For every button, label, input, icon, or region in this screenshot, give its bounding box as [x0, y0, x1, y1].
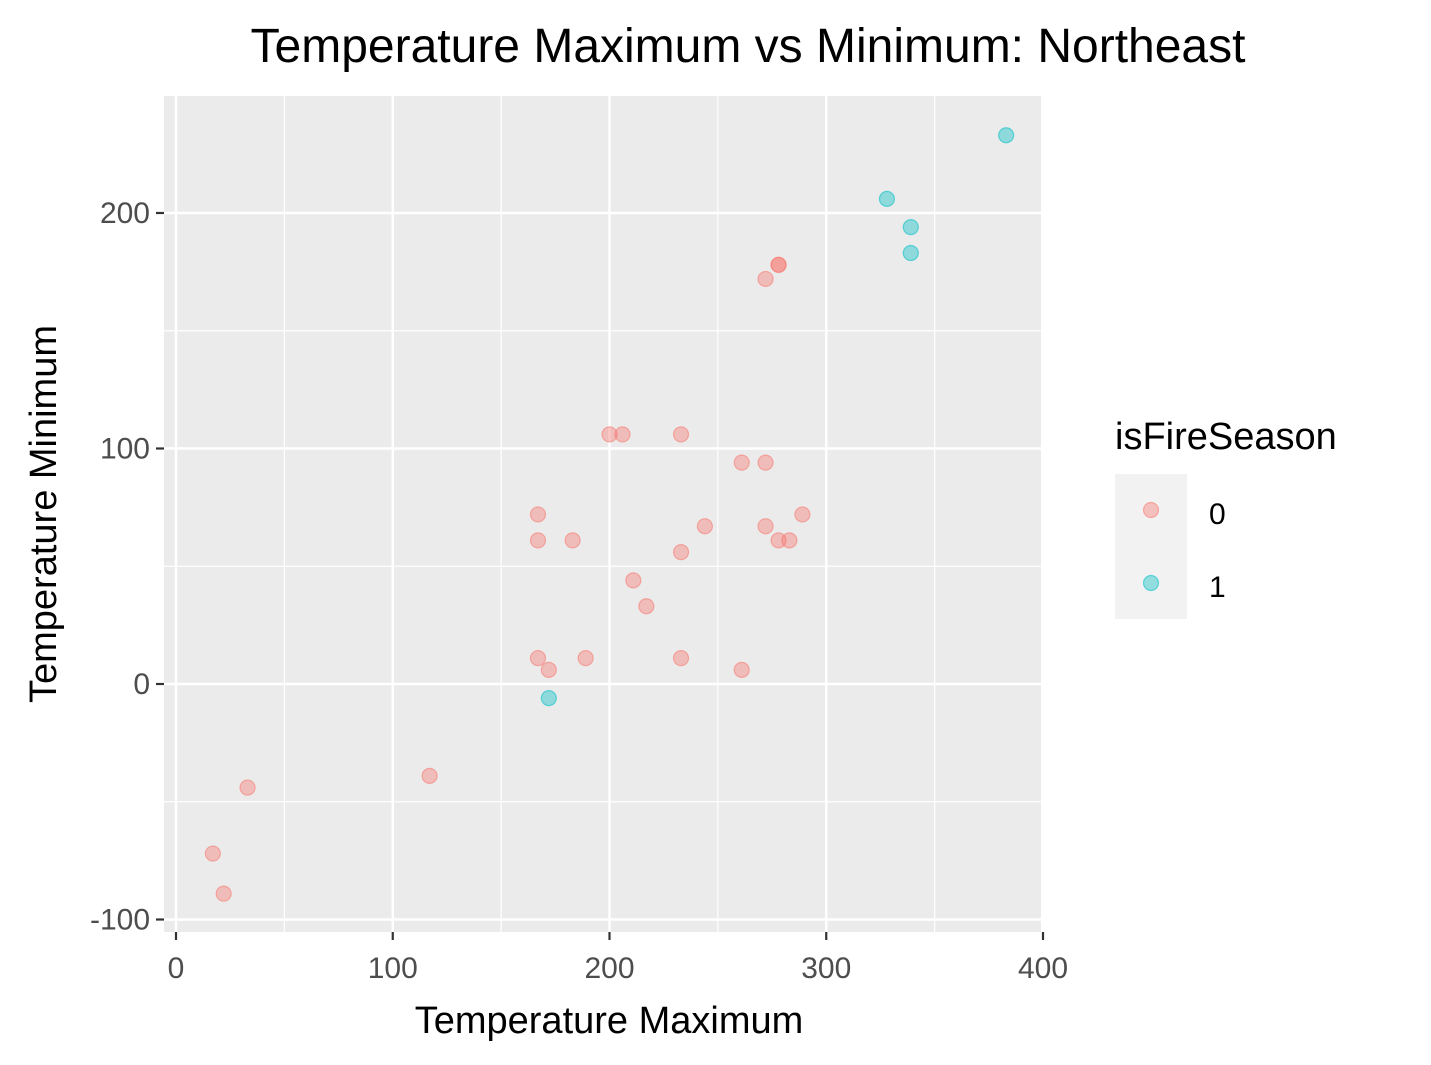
data-point-series-0: [757, 270, 774, 288]
data-point-series-0: [215, 885, 232, 902]
legend-label-1: 1: [1209, 571, 1226, 604]
y-tick-label: 200: [100, 197, 150, 230]
x-tick-label: 200: [584, 952, 634, 985]
data-point-series-0: [781, 532, 798, 549]
x-axis-title: Temperature Maximum: [415, 1000, 804, 1042]
y-tick-label: 0: [133, 668, 150, 701]
data-point-series-1: [998, 127, 1015, 144]
y-tick-label: 100: [100, 433, 150, 466]
major-gridlines: [164, 96, 1045, 932]
data-point-series-1: [902, 244, 919, 262]
legend-key-1: [1142, 574, 1160, 592]
data-point-series-0: [239, 779, 256, 796]
data-point-series-0: [577, 649, 594, 667]
data-point-series-0: [672, 426, 690, 443]
data-point-series-0: [757, 454, 774, 471]
data-point-series-0: [757, 518, 774, 535]
legend: isFireSeason 0 1: [1115, 416, 1337, 619]
legend-key-0: [1142, 501, 1160, 519]
data-point-series-0: [564, 532, 581, 549]
data-point-series-0: [672, 544, 690, 561]
legend-title: isFireSeason: [1115, 416, 1337, 458]
legend-label-0: 0: [1209, 498, 1226, 531]
data-point-series-0: [204, 845, 221, 862]
legend-key-background: [1115, 474, 1187, 619]
data-point-series-1: [540, 690, 557, 707]
y-axis-title: Temperature Minimum: [23, 325, 65, 703]
data-point-series-0: [540, 661, 557, 678]
x-tick-label: 300: [801, 952, 851, 985]
x-tick-label: 100: [368, 952, 418, 985]
data-point-series-0: [421, 767, 438, 784]
y-tick-label: -100: [90, 904, 150, 937]
data-point-series-0: [733, 661, 750, 678]
data-point-series-0: [794, 506, 811, 523]
x-tick-label: 400: [1018, 952, 1068, 985]
x-tick-label: 0: [168, 952, 185, 985]
plot-panel: [164, 96, 1041, 932]
data-point-series-0: [625, 572, 642, 589]
data-point-series-0: [696, 518, 713, 535]
y-axis: -100 0 100 200: [90, 197, 164, 937]
data-point-series-0: [770, 256, 787, 273]
data-point-series-1: [902, 219, 919, 236]
data-point-series-0: [529, 532, 547, 549]
data-point-series-0: [601, 426, 618, 443]
data-point-series-0: [529, 506, 547, 523]
data-points: [204, 127, 1015, 902]
data-point-series-0: [733, 454, 750, 471]
data-point-series-0: [529, 649, 547, 667]
data-point-series-0: [672, 649, 690, 667]
minor-gridlines: [164, 96, 1041, 932]
data-point-series-0: [638, 598, 655, 615]
data-point-series-1: [878, 190, 896, 207]
chart-title: Temperature Maximum vs Minimum: Northeas…: [251, 20, 1246, 73]
data-point-series-0: [614, 426, 631, 443]
x-axis: 0 100 200 300 400: [168, 932, 1068, 985]
